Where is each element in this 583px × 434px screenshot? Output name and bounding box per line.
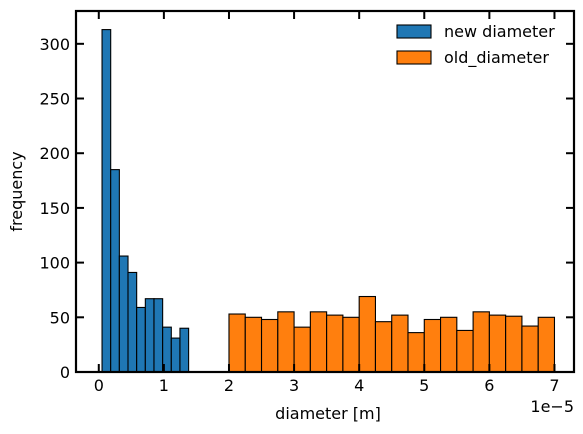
x-tick-label: 6 — [484, 376, 494, 395]
y-tick-label: 150 — [39, 199, 70, 218]
x-axis-label: diameter [m] — [275, 404, 381, 423]
histogram-bar-new-diameter — [110, 169, 120, 373]
histogram-bar-new-diameter — [118, 255, 129, 373]
y-tick-label: 50 — [50, 308, 70, 327]
x-tick-label: 2 — [224, 376, 234, 395]
histogram-bar-old-diameter — [439, 316, 458, 373]
y-axis-label: frequency — [7, 151, 26, 231]
x-tick-label: 4 — [354, 376, 364, 395]
histogram-bar-old-diameter — [423, 318, 442, 373]
histogram-bar-old-diameter — [391, 314, 409, 373]
ticks-layer: 0 1 2 3 4 5 6 7 0 50 100 150 200 250 300 — [39, 11, 574, 395]
histogram-bar-old-diameter — [228, 313, 246, 373]
histogram-bar-old-diameter — [505, 315, 523, 373]
x-tick-label: 3 — [289, 376, 299, 395]
histogram-bar-old-diameter — [342, 316, 360, 373]
x-tick-label: 7 — [549, 376, 559, 395]
histogram-bar-old-diameter — [456, 329, 474, 373]
legend-swatch-old-diameter — [396, 50, 432, 65]
histogram-bar-old-diameter — [488, 314, 507, 373]
legend-swatch-new-diameter — [396, 24, 432, 39]
bars-layer — [101, 29, 556, 373]
histogram-bar-new-diameter — [170, 337, 181, 373]
histogram-bar-old-diameter — [244, 316, 263, 373]
x-tick-label: 0 — [94, 376, 104, 395]
legend-label-new-diameter: new diameter — [444, 22, 555, 41]
x-tick-label: 5 — [419, 376, 429, 395]
histogram-bar-new-diameter — [179, 327, 190, 373]
y-tick-label: 300 — [39, 35, 70, 54]
legend: new diameter old_diameter — [396, 22, 555, 68]
y-tick-label: 250 — [39, 90, 70, 109]
histogram-bar-new-diameter — [101, 29, 112, 373]
histogram-bar-old-diameter — [358, 295, 377, 373]
y-tick-label: 100 — [39, 254, 70, 273]
histogram-bar-old-diameter — [521, 325, 539, 373]
histogram-bar-old-diameter — [293, 326, 311, 373]
x-tick-label: 1 — [159, 376, 169, 395]
histogram-bar-old-diameter — [309, 311, 328, 373]
histogram-bar-new-diameter — [127, 271, 138, 373]
histogram-bar-new-diameter — [136, 306, 146, 373]
legend-label-old-diameter: old_diameter — [444, 48, 549, 68]
histogram-bar-old-diameter — [407, 332, 425, 373]
histogram-bar-old-diameter — [326, 314, 344, 373]
x-axis-offset-label: 1e−5 — [530, 397, 574, 416]
histogram-bar-old-diameter — [472, 311, 490, 373]
histogram-bar-old-diameter — [277, 311, 295, 373]
plot-frame — [74, 9, 576, 374]
histogram-bar-new-diameter — [144, 298, 155, 373]
y-tick-label: 0 — [60, 363, 70, 382]
y-tick-label: 200 — [39, 144, 70, 163]
histogram-bar-new-diameter — [153, 298, 164, 373]
histogram-bar-old-diameter — [374, 321, 393, 373]
histogram-bar-old-diameter — [260, 318, 279, 373]
histogram-bar-old-diameter — [537, 316, 556, 373]
